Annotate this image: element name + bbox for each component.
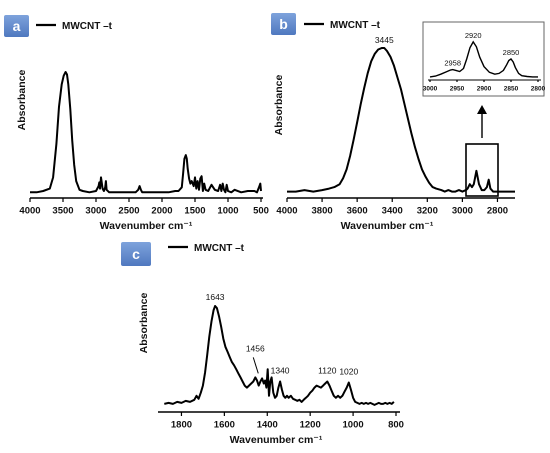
panel-b-xlabel: Wavenumber cm⁻¹ bbox=[341, 220, 434, 232]
inset-peak-label: 2920 bbox=[465, 31, 482, 40]
panel-c-tick-label: 1400 bbox=[257, 420, 278, 431]
panel-c-1456-arrow bbox=[252, 357, 259, 374]
panel-a-legend-label: MWCNT –t bbox=[62, 21, 113, 32]
inset-series-line bbox=[429, 40, 538, 78]
inset-frame bbox=[422, 21, 545, 97]
panel-a-tick-label: 3500 bbox=[52, 206, 73, 217]
inset-tick-label: 2850 bbox=[504, 86, 519, 93]
panel-c-peak-label: 1643 bbox=[206, 292, 225, 302]
panel-b-ylabel: Absorbance bbox=[273, 75, 285, 136]
panel-a-letter: a bbox=[13, 18, 21, 34]
panel-a-tick-label: 3000 bbox=[85, 206, 106, 217]
panel-c-peak-label: 1456 bbox=[246, 343, 265, 353]
panel-c-peak-label: 1340 bbox=[271, 366, 290, 376]
inset-tick-label: 3000 bbox=[423, 86, 438, 93]
panel-b: b MWCNT –t Absorbance 4000 3800 3600 3400 32… bbox=[271, 13, 546, 232]
panel-c-tick-label: 1800 bbox=[171, 420, 192, 431]
panel-b-x-ticks: 4000 3800 3600 3400 3200 3000 2800 bbox=[276, 198, 508, 217]
inset-tick-label: 2950 bbox=[450, 86, 465, 93]
panel-a-tick-label: 1000 bbox=[217, 206, 238, 217]
panel-b-tick-label: 3400 bbox=[382, 206, 403, 217]
panel-c-tick-label: 1600 bbox=[214, 420, 235, 431]
panel-a-x-ticks: 4000 3500 3000 2500 2000 1500 1000 500 bbox=[19, 198, 269, 217]
panel-c-tick-label: 1000 bbox=[343, 420, 364, 431]
panel-a-series-line bbox=[30, 71, 262, 194]
panel-b-letter: b bbox=[279, 16, 288, 32]
panel-a-tick-label: 4000 bbox=[19, 206, 40, 217]
panel-a-tick-label: 500 bbox=[253, 206, 269, 217]
panel-b-tick-label: 4000 bbox=[276, 206, 297, 217]
panel-b-legend-label: MWCNT –t bbox=[330, 20, 381, 31]
panel-c-tick-label: 1200 bbox=[300, 420, 321, 431]
panel-c-legend-label: MWCNT –t bbox=[194, 243, 245, 254]
panel-a-xlabel: Wavenumber cm⁻¹ bbox=[100, 220, 193, 232]
panel-b-tick-label: 3800 bbox=[312, 206, 333, 217]
inset-peak-label: 2850 bbox=[503, 48, 520, 57]
panel-a-tick-label: 2500 bbox=[118, 206, 139, 217]
panel-b-tick-label: 3200 bbox=[417, 206, 438, 217]
panel-b-peak-label: 3445 bbox=[375, 35, 394, 45]
inset-tick-label: 2900 bbox=[477, 86, 492, 93]
panel-a-badge bbox=[4, 15, 29, 37]
panel-a-ylabel: Absorbance bbox=[16, 70, 28, 131]
panel-b-zoom-arrowhead bbox=[477, 105, 487, 114]
panel-b-zoom-box bbox=[465, 143, 499, 197]
inset-peak-label: 2958 bbox=[444, 59, 461, 68]
panel-c-tick-label: 800 bbox=[388, 420, 404, 431]
panel-a-tick-label: 2000 bbox=[151, 206, 172, 217]
panel-b-series-line bbox=[287, 47, 515, 193]
panel-c: c MWCNT –t Absorbance 1800 1600 1400 1200 10… bbox=[121, 242, 404, 446]
panel-c-xlabel: Wavenumber cm⁻¹ bbox=[230, 434, 323, 446]
panel-c-x-ticks: 1800 1600 1400 1200 1000 800 bbox=[171, 412, 404, 431]
panel-c-peak-label: 1020 bbox=[339, 367, 358, 377]
panel-b-badge bbox=[271, 13, 296, 35]
panel-c-peak-label: 1120 bbox=[318, 366, 337, 376]
panel-b-tick-label: 2800 bbox=[487, 206, 508, 217]
panel-b-inset: 3000 2950 2900 2850 2800 2958 2920 2850 bbox=[422, 21, 546, 97]
panel-c-badge bbox=[121, 242, 151, 266]
panel-c-letter: c bbox=[132, 246, 140, 262]
panel-b-tick-label: 3600 bbox=[347, 206, 368, 217]
panel-a: a MWCNT –t Absorbance 4000 3500 3000 2500 20… bbox=[4, 15, 269, 232]
panel-c-series-line bbox=[164, 305, 395, 406]
panel-c-ylabel: Absorbance bbox=[138, 293, 150, 354]
panel-a-tick-label: 1500 bbox=[184, 206, 205, 217]
panel-b-tick-label: 3000 bbox=[452, 206, 473, 217]
inset-tick-label: 2800 bbox=[531, 86, 546, 93]
inset-x-ticks: 3000 2950 2900 2850 2800 bbox=[423, 80, 546, 93]
